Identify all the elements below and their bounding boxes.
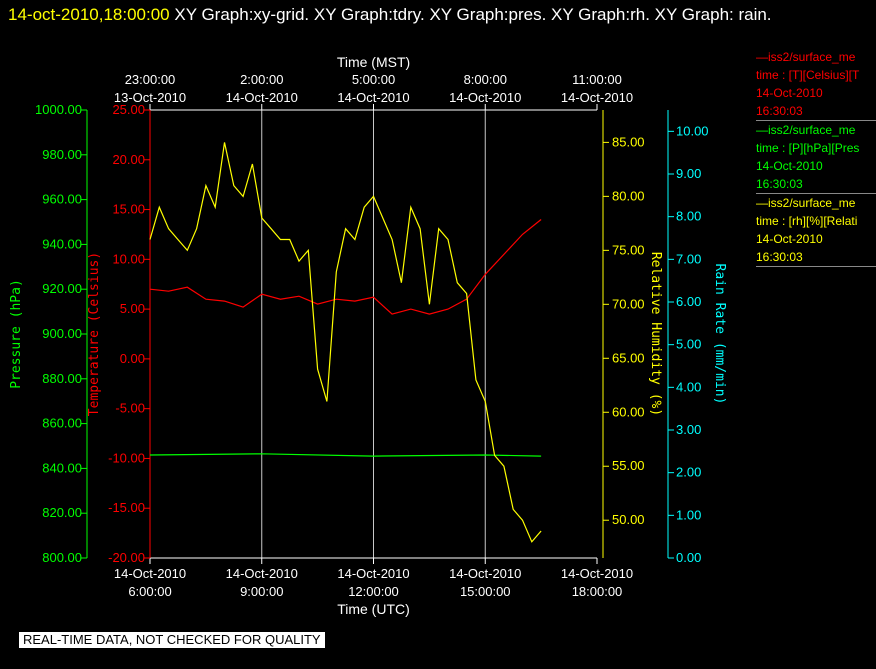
- humidity-tick-label: 65.00: [612, 350, 645, 365]
- pressure-tick-label: 880.00: [42, 371, 82, 386]
- x-tick-label-date: 14-Oct-2010: [337, 566, 409, 581]
- pressure-tick-label: 800.00: [42, 550, 82, 565]
- x-axis-title-top: Time (MST): [337, 54, 410, 70]
- temperature-tick-label: -20.00: [108, 550, 145, 565]
- x-tick-label-date: 14-Oct-2010: [561, 566, 633, 581]
- series-line-pres: [149, 453, 542, 457]
- rain-rate-axis-title: Rain Rate (mm/min): [712, 264, 727, 405]
- x-tick-label-date-top: 14-Oct-2010: [561, 90, 633, 105]
- x-axis-title-bottom: Time (UTC): [337, 601, 410, 617]
- pressure-tick-label: 840.00: [42, 460, 82, 475]
- legend-series-var: time : [T][Celsius][T: [756, 68, 860, 82]
- header-timestamp: 14-oct-2010,18:00:00: [8, 5, 170, 24]
- x-tick-label-date-top: 14-Oct-2010: [337, 90, 409, 105]
- pressure-tick-label: 1000.00: [35, 102, 82, 117]
- pressure-axis-title: Pressure (hPa): [9, 279, 24, 389]
- legend-entry-temperature: —iss2/surface_me time : [T][Celsius][T 1…: [756, 48, 876, 121]
- rain-rate-tick-label: 2.00: [676, 465, 701, 480]
- legend-entry-humidity: —iss2/surface_me time : [rh][%][Relati 1…: [756, 194, 876, 267]
- humidity-tick-label: 85.00: [612, 134, 645, 149]
- quality-notice: REAL-TIME DATA, NOT CHECKED FOR QUALITY: [19, 632, 325, 648]
- temperature-tick-label: 0.00: [120, 351, 145, 366]
- temperature-tick-label: -15.00: [108, 500, 145, 515]
- x-tick-label-time-top: 8:00:00: [464, 72, 507, 87]
- pressure-tick-label: 820.00: [42, 505, 82, 520]
- x-tick-label-time: 15:00:00: [460, 584, 511, 599]
- legend-series-var: time : [rh][%][Relati: [756, 214, 858, 228]
- rain-rate-tick-label: 1.00: [676, 507, 701, 522]
- rain-rate-tick-label: 8.00: [676, 209, 701, 224]
- rain-rate-tick-label: 4.00: [676, 379, 701, 394]
- pressure-tick-label: 960.00: [42, 192, 82, 207]
- legend-series-date: 14-Oct-2010: [756, 159, 823, 173]
- temperature-tick-label: 25.00: [112, 102, 145, 117]
- temperature-tick-label: 20.00: [112, 152, 145, 167]
- temperature-tick-label: -5.00: [115, 401, 145, 416]
- humidity-tick-label: 75.00: [612, 242, 645, 257]
- legend: —iss2/surface_me time : [T][Celsius][T 1…: [756, 48, 876, 267]
- legend-series-var: time : [P][hPa][Pres: [756, 141, 860, 155]
- legend-series-date: 14-Oct-2010: [756, 86, 823, 100]
- header-graph-list: XY Graph:xy-grid. XY Graph:tdry. XY Grap…: [174, 5, 772, 24]
- pressure-tick-label: 940.00: [42, 236, 82, 251]
- rain-rate-tick-label: 9.00: [676, 166, 701, 181]
- temperature-tick-label: 5.00: [120, 301, 145, 316]
- x-tick-label-time: 18:00:00: [572, 584, 623, 599]
- x-tick-label-time: 12:00:00: [348, 584, 399, 599]
- humidity-tick-label: 70.00: [612, 296, 645, 311]
- x-tick-label-date: 14-Oct-2010: [114, 566, 186, 581]
- x-tick-label-date: 14-Oct-2010: [449, 566, 521, 581]
- x-tick-label-date-top: 14-Oct-2010: [449, 90, 521, 105]
- pressure-tick-label: 920.00: [42, 281, 82, 296]
- pressure-tick-label: 900.00: [42, 326, 82, 341]
- pressure-tick-label: 980.00: [42, 147, 82, 162]
- humidity-tick-label: 55.00: [612, 458, 645, 473]
- legend-series-date: 14-Oct-2010: [756, 232, 823, 246]
- series-line-temp: [149, 219, 542, 315]
- humidity-tick-label: 60.00: [612, 404, 645, 419]
- rain-rate-tick-label: 6.00: [676, 294, 701, 309]
- temperature-tick-label: -10.00: [108, 450, 145, 465]
- x-tick-label-date-top: 13-Oct-2010: [114, 90, 186, 105]
- series-line-rh: [149, 142, 542, 543]
- legend-entry-pressure: —iss2/surface_me time : [P][hPa][Pres 14…: [756, 121, 876, 194]
- humidity-tick-label: 50.00: [612, 512, 645, 527]
- legend-series-name: —iss2/surface_me: [756, 123, 856, 137]
- humidity-tick-label: 80.00: [612, 188, 645, 203]
- humidity-axis-title: Relative Humidity (%): [648, 252, 663, 416]
- x-tick-label-time-top: 5:00:00: [352, 72, 395, 87]
- rain-rate-tick-label: 3.00: [676, 422, 701, 437]
- x-tick-label-time-top: 23:00:00: [125, 72, 176, 87]
- legend-series-time: 16:30:03: [756, 104, 803, 118]
- x-tick-label-time: 9:00:00: [240, 584, 283, 599]
- x-tick-label-date-top: 14-Oct-2010: [226, 90, 298, 105]
- x-tick-label-time-top: 11:00:00: [572, 72, 622, 87]
- x-tick-label-time-top: 2:00:00: [240, 72, 283, 87]
- rain-rate-tick-label: 0.00: [676, 550, 701, 565]
- legend-series-name: —iss2/surface_me: [756, 50, 856, 64]
- temperature-axis-title: Temperature (Celsius): [87, 252, 102, 416]
- temperature-tick-label: 10.00: [112, 251, 145, 266]
- legend-series-time: 16:30:03: [756, 250, 803, 264]
- legend-series-time: 16:30:03: [756, 177, 803, 191]
- temperature-tick-label: 15.00: [112, 202, 145, 217]
- header-title: 14-oct-2010,18:00:00 XY Graph:xy-grid. X…: [8, 2, 853, 28]
- rain-rate-tick-label: 10.00: [676, 123, 709, 138]
- rain-rate-tick-label: 5.00: [676, 337, 701, 352]
- pressure-tick-label: 860.00: [42, 416, 82, 431]
- rain-rate-tick-label: 7.00: [676, 251, 701, 266]
- x-tick-label-date: 14-Oct-2010: [226, 566, 298, 581]
- x-tick-label-time: 6:00:00: [128, 584, 171, 599]
- legend-series-name: —iss2/surface_me: [756, 196, 856, 210]
